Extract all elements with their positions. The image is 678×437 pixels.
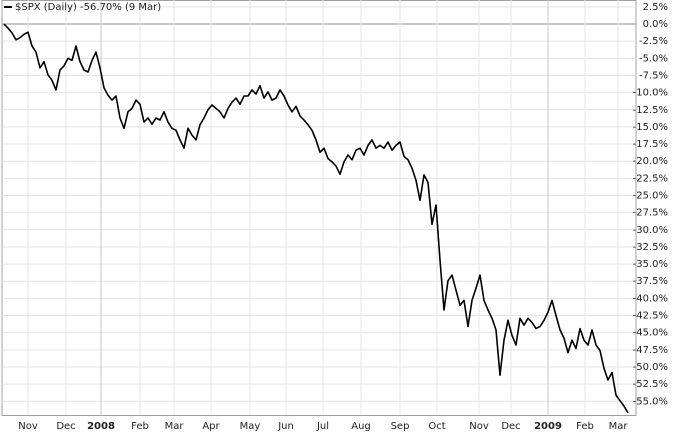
x-tick-label: Jun	[277, 421, 294, 432]
x-tick-label: Mar	[609, 421, 629, 432]
x-tick-label: Sep	[391, 421, 410, 432]
y-tick-label: -2.5%	[639, 36, 668, 47]
x-tick-label: Apr	[202, 421, 220, 432]
y-tick-label: -27.5%	[633, 208, 668, 219]
y-tick-label: -50.0%	[633, 362, 668, 373]
y-tick-label: -10.0%	[633, 88, 668, 99]
y-tick-label: 0.0%	[643, 19, 668, 30]
y-tick-label: -52.5%	[633, 379, 668, 390]
y-tick-label: -55.0%	[633, 396, 668, 407]
y-tick-label: -35.0%	[633, 259, 668, 270]
y-tick-label: -25.0%	[633, 190, 668, 201]
price-line	[3, 23, 629, 414]
x-tick-label: Dec	[56, 421, 75, 432]
y-tick-label: -42.5%	[633, 311, 668, 322]
y-tick-label: -15.0%	[633, 122, 668, 133]
y-tick-label: -45.0%	[633, 328, 668, 339]
y-tick-label: 2.5%	[643, 2, 668, 13]
x-tick-label: Nov	[18, 421, 38, 432]
y-tick-label: -7.5%	[639, 70, 668, 81]
y-tick-label: -5.0%	[639, 53, 668, 64]
x-tick-label: Aug	[351, 421, 371, 432]
x-tick-label: 2009	[534, 421, 562, 432]
y-tick-label: -40.0%	[633, 293, 668, 304]
x-tick-label: Oct	[428, 421, 445, 432]
y-tick-label: -22.5%	[633, 173, 668, 184]
plot-area	[1, 0, 637, 416]
x-tick-label: May	[240, 421, 261, 432]
y-tick-label: -47.5%	[633, 345, 668, 356]
x-tick-label: Jul	[316, 421, 329, 432]
x-tick-label: Feb	[576, 421, 594, 432]
x-tick-label: Dec	[501, 421, 520, 432]
y-tick-label: -30.0%	[633, 225, 668, 236]
x-tick-label: 2008	[87, 421, 115, 432]
x-tick-label: Feb	[131, 421, 149, 432]
y-tick-label: -20.0%	[633, 156, 668, 167]
y-tick-label: -37.5%	[633, 276, 668, 287]
y-tick-label: -12.5%	[633, 105, 668, 116]
x-tick-label: Nov	[469, 421, 489, 432]
x-tick-label: Mar	[165, 421, 185, 432]
y-tick-label: -17.5%	[633, 139, 668, 150]
legend-label: $SPX (Daily) -56.70% (9 Mar)	[15, 2, 161, 13]
y-tick-label: -32.5%	[633, 242, 668, 253]
